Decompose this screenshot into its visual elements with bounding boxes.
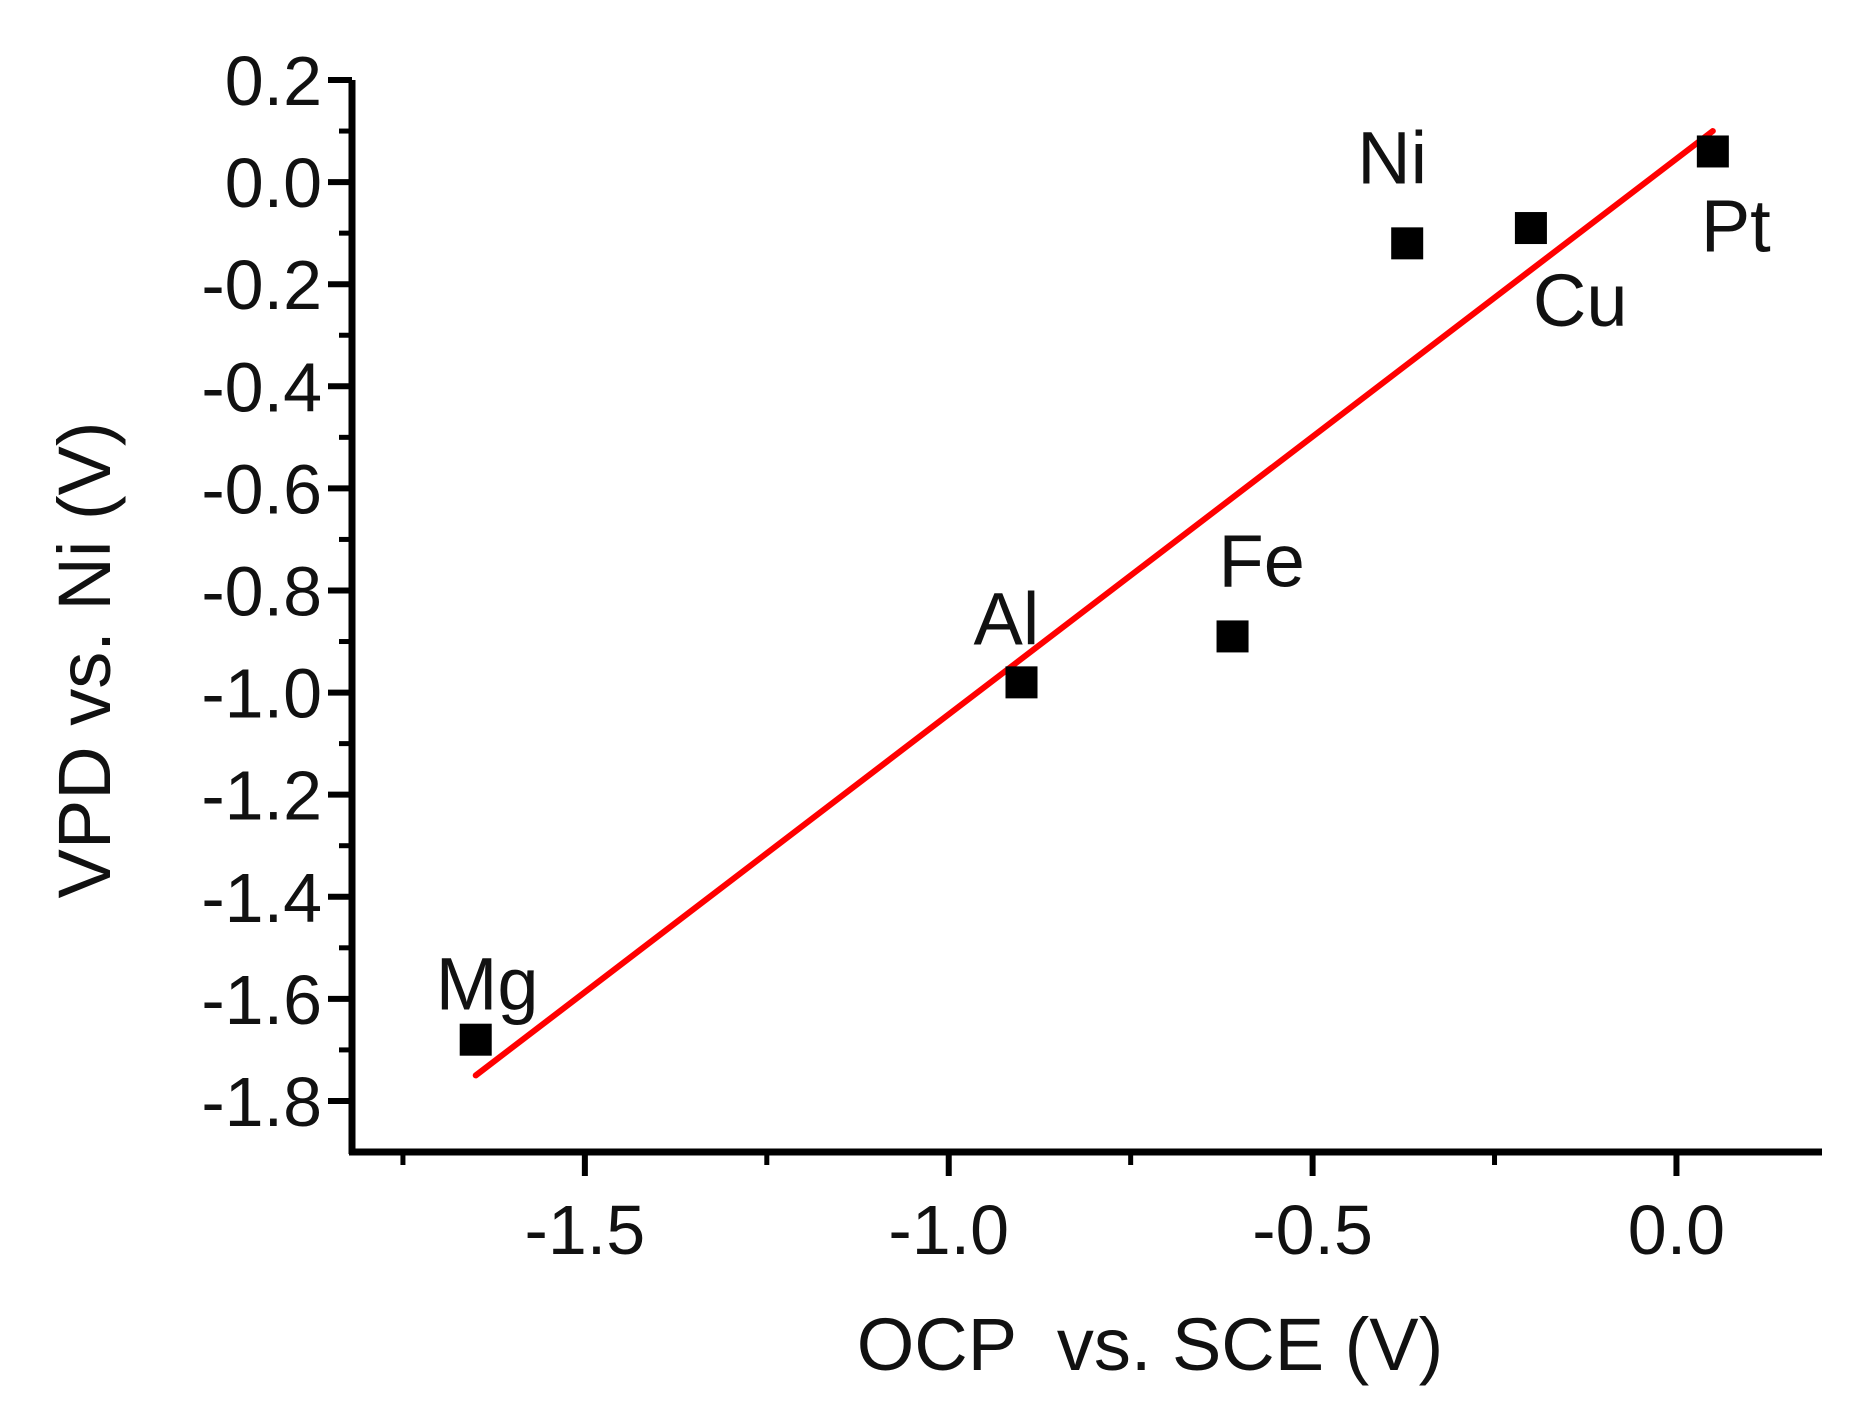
- y-tick-label: -1.6: [201, 961, 322, 1039]
- y-tick-label: -1.4: [201, 859, 322, 937]
- data-point-cu: [1514, 212, 1547, 245]
- y-tick-label: 0.0: [225, 144, 322, 222]
- data-point-al: [1005, 666, 1038, 699]
- y-tick-label: -1.2: [201, 757, 322, 835]
- data-point-ni: [1391, 227, 1424, 260]
- axes: [348, 80, 1822, 1156]
- ticks: 0.2 0.0 -0.2 -0.4 -0.6 -0.8 -1.0 -1.2 -1.4 -1.6 -1…: [201, 42, 1725, 1269]
- fit-line: [472, 128, 1716, 1079]
- point-labels: Mg Al Fe Ni Cu Pt: [436, 116, 1771, 1025]
- data-points: [459, 135, 1729, 1056]
- x-tick-label: -1.0: [888, 1191, 1009, 1269]
- y-tick-label: 0.2: [225, 42, 322, 120]
- y-tick-label: -0.4: [201, 348, 322, 426]
- point-label-al: Al: [974, 577, 1040, 660]
- point-label-fe: Fe: [1219, 519, 1305, 602]
- data-point-mg: [459, 1023, 492, 1056]
- point-label-pt: Pt: [1701, 184, 1771, 267]
- point-label-mg: Mg: [436, 943, 539, 1026]
- data-point-fe: [1216, 620, 1249, 653]
- fit-line-group: [472, 128, 1716, 1079]
- x-tick-label: 0.0: [1628, 1191, 1725, 1269]
- x-tick-label: -1.5: [525, 1191, 646, 1269]
- y-tick-label: -0.6: [201, 450, 322, 528]
- data-point-pt: [1696, 135, 1729, 168]
- point-label-cu: Cu: [1533, 259, 1628, 342]
- point-label-ni: Ni: [1357, 116, 1427, 199]
- y-axis-title: VPD vs. Ni (V): [43, 422, 126, 899]
- y-tick-label: -0.2: [201, 246, 322, 324]
- y-tick-label: -1.0: [201, 655, 322, 733]
- x-tick-label: -0.5: [1252, 1191, 1373, 1269]
- x-axis-title: OCP vs. SCE (V): [857, 1303, 1444, 1386]
- y-tick-label: -0.8: [201, 552, 322, 630]
- y-tick-label: -1.8: [201, 1063, 322, 1141]
